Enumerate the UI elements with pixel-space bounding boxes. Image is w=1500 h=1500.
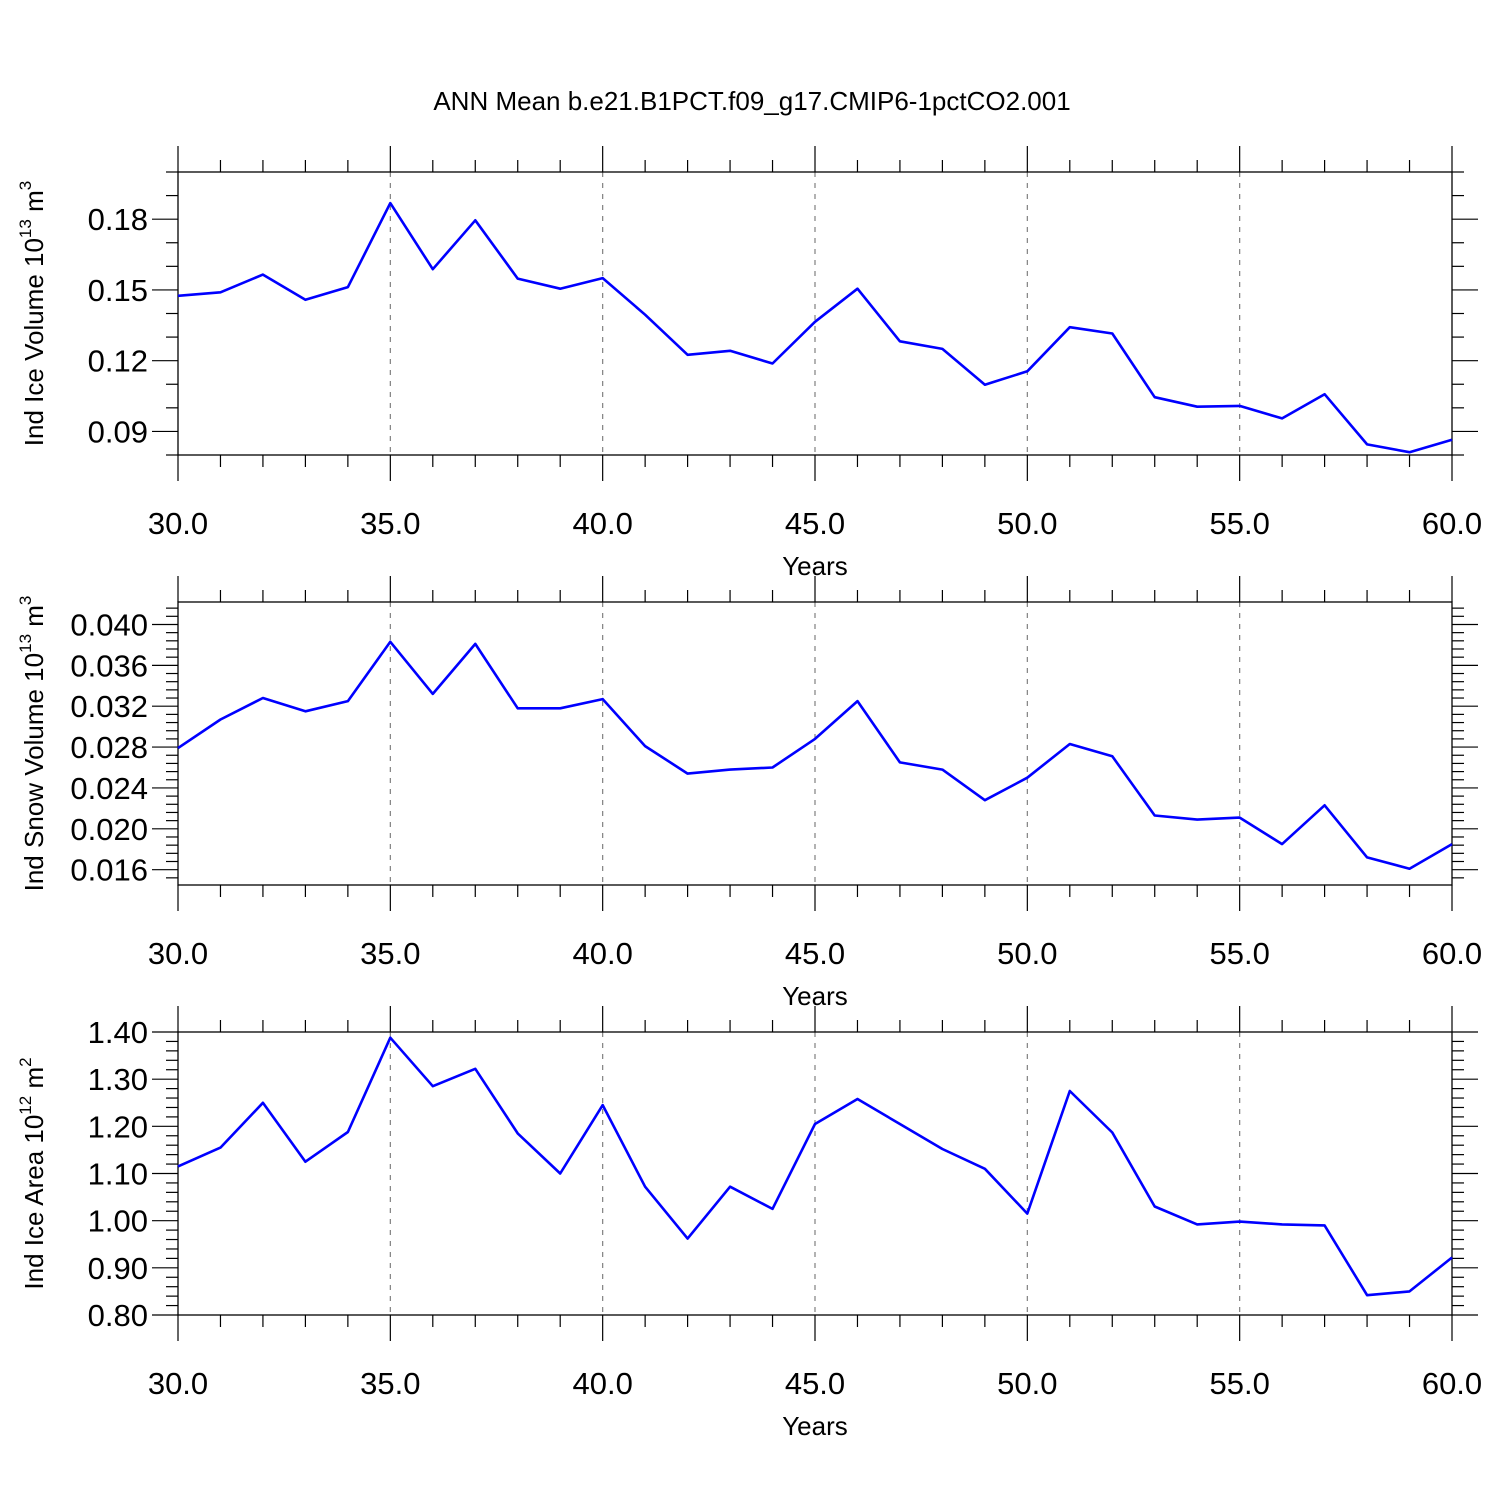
y-tick-label: 1.00 — [88, 1204, 148, 1239]
series-line-ice-area — [177, 1036, 1453, 1297]
panel-snow-volume: 30.0 35.0 40.0 45.0 50.0 55.0 60.0 0.016 0.020 0.… — [16, 576, 1482, 1011]
y-tick-label: 1.20 — [88, 1109, 148, 1144]
x-tick-label: 50.0 — [997, 506, 1057, 541]
x-tick-label: 45.0 — [785, 936, 845, 971]
y-axis-label: Ind Ice Area 1012 m2 — [16, 1057, 49, 1289]
x-tick-label: 60.0 — [1422, 1366, 1482, 1401]
y-axis-label-unit-exponent: 2 — [16, 1057, 35, 1066]
x-tick-label: 30.0 — [148, 1366, 208, 1401]
y-tick-label: 0.15 — [88, 273, 148, 308]
y-axis-label-unit: m — [19, 1067, 49, 1096]
y-tick-label: 0.032 — [70, 689, 148, 724]
x-tick-label: 30.0 — [148, 936, 208, 971]
x-tick-label: 45.0 — [785, 506, 845, 541]
y-axis-label-main: Ind Ice Area 10 — [19, 1115, 49, 1290]
y-axis-label-unit: m — [19, 605, 49, 634]
y-tick-label: 1.10 — [88, 1157, 148, 1192]
y-tick-label: 1.30 — [88, 1062, 148, 1097]
y-tick-label: 0.90 — [88, 1251, 148, 1286]
x-tick-label: 50.0 — [997, 936, 1057, 971]
x-tick-label: 40.0 — [572, 1366, 632, 1401]
panel-ice-volume: 30.0 35.0 40.0 45.0 50.0 55.0 60.0 0.09 0.12 0.15… — [16, 146, 1482, 581]
series-line-snow-volume — [177, 640, 1453, 871]
x-tick-label: 35.0 — [360, 506, 420, 541]
plot-frame — [177, 601, 1453, 886]
y-axis-label-unit-exponent: 3 — [16, 596, 35, 605]
y-axis-label-unit: m — [19, 190, 49, 219]
y-axis-label: Ind Ice Volume 1013 m3 — [16, 181, 49, 446]
x-axis-label: Years — [782, 1411, 848, 1441]
x-tick-label: 35.0 — [360, 936, 420, 971]
y-tick-label: 0.028 — [70, 730, 148, 765]
x-tick-label: 55.0 — [1209, 936, 1269, 971]
y-axis-label-main: Ind Ice Volume 10 — [19, 238, 49, 446]
series-line-ice-volume — [177, 201, 1453, 454]
x-tick-label: 30.0 — [148, 506, 208, 541]
y-tick-label: 0.016 — [70, 853, 148, 888]
y-axis-label: Ind Snow Volume 1013 m3 — [16, 596, 49, 892]
plot-frame — [177, 1031, 1453, 1316]
y-tick-label: 0.09 — [88, 414, 148, 449]
y-tick-label: 0.18 — [88, 202, 148, 237]
x-tick-label: 45.0 — [785, 1366, 845, 1401]
y-tick-label: 1.40 — [88, 1015, 148, 1050]
y-axis-label-exponent: 12 — [16, 1096, 35, 1115]
y-axis-label-exponent: 13 — [16, 634, 35, 653]
x-tick-label: 40.0 — [572, 936, 632, 971]
x-tick-label: 35.0 — [360, 1366, 420, 1401]
y-tick-label: 0.036 — [70, 648, 148, 683]
y-axis-label-unit-exponent: 3 — [16, 181, 35, 190]
x-tick-label: 55.0 — [1209, 1366, 1269, 1401]
x-tick-label: 60.0 — [1422, 506, 1482, 541]
y-tick-label: 0.80 — [88, 1298, 148, 1333]
y-tick-label: 0.020 — [70, 812, 148, 847]
x-tick-label: 55.0 — [1209, 506, 1269, 541]
y-tick-label: 0.024 — [70, 771, 148, 806]
x-tick-label: 40.0 — [572, 506, 632, 541]
y-axis-label-exponent: 13 — [16, 219, 35, 238]
y-axis-label-main: Ind Snow Volume 10 — [19, 653, 49, 892]
x-tick-label: 60.0 — [1422, 936, 1482, 971]
panels: 30.0 35.0 40.0 45.0 50.0 55.0 60.0 0.09 0.12 0.15… — [16, 146, 1482, 1441]
chart-title: ANN Mean b.e21.B1PCT.f09_g17.CMIP6-1pctC… — [433, 86, 1070, 116]
x-tick-label: 50.0 — [997, 1366, 1057, 1401]
y-tick-label: 0.040 — [70, 607, 148, 642]
panel-ice-area: 30.0 35.0 40.0 45.0 50.0 55.0 60.0 0.80 0.90 1.00… — [16, 1006, 1482, 1441]
y-tick-label: 0.12 — [88, 344, 148, 379]
